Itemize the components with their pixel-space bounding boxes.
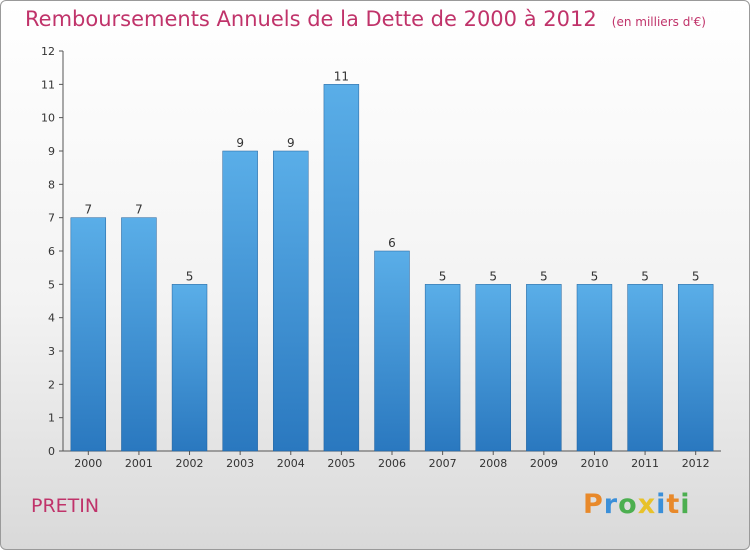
logo-letter: t	[666, 489, 681, 520]
bar	[576, 284, 613, 452]
bar-value-label: 5	[489, 269, 497, 283]
bar-value-label: 5	[186, 269, 194, 283]
bar-value-label: 7	[84, 203, 92, 217]
bar-value-label: 5	[591, 269, 599, 283]
title-row: Remboursements Annuels de la Dette de 20…	[25, 7, 706, 31]
bar	[374, 250, 410, 452]
bar	[627, 284, 663, 452]
y-tick-label: 10	[41, 112, 55, 125]
logo-letter: P	[583, 489, 604, 520]
bar-value-label: 5	[540, 269, 548, 283]
bar	[70, 217, 107, 452]
x-tick-label: 2009	[530, 457, 558, 470]
y-tick-label: 0	[48, 445, 55, 458]
bar-value-label: 9	[287, 136, 295, 150]
logo-letter: i	[680, 489, 691, 520]
bar	[273, 150, 309, 452]
bar-value-label: 9	[236, 136, 244, 150]
chart-title: Remboursements Annuels de la Dette de 20…	[25, 7, 597, 31]
x-tick-label: 2001	[125, 457, 153, 470]
bar	[171, 284, 208, 452]
logo-letter: o	[618, 489, 638, 520]
proxiti-logo: Proxiti	[583, 489, 691, 520]
logo-letter: r	[603, 489, 619, 520]
y-tick-label: 12	[41, 45, 55, 58]
bar	[677, 284, 714, 452]
bar	[475, 284, 511, 452]
bar	[121, 217, 157, 452]
logo-letter: x	[637, 489, 657, 520]
bar-value-label: 5	[439, 269, 447, 283]
y-tick-label: 2	[48, 378, 55, 391]
bar-value-label: 5	[692, 269, 700, 283]
x-tick-label: 2006	[378, 457, 406, 470]
y-tick-label: 1	[48, 412, 55, 425]
bar	[222, 150, 258, 452]
y-tick-label: 11	[41, 78, 55, 91]
x-tick-label: 2007	[429, 457, 457, 470]
x-tick-label: 2012	[682, 457, 710, 470]
bar-value-label: 6	[388, 236, 396, 250]
y-tick-label: 7	[48, 212, 55, 225]
bar-value-label: 5	[641, 269, 649, 283]
bar	[424, 284, 461, 452]
y-tick-label: 3	[48, 345, 55, 358]
commune-name: PRETIN	[31, 495, 100, 517]
x-tick-label: 2003	[226, 457, 254, 470]
y-tick-label: 4	[48, 312, 55, 325]
y-tick-label: 6	[48, 245, 55, 258]
y-tick-label: 8	[48, 178, 55, 191]
logo-letter: i	[656, 489, 667, 520]
x-tick-label: 2002	[176, 457, 204, 470]
chart-subtitle: (en milliers d'€)	[611, 15, 706, 29]
bar	[323, 84, 360, 452]
x-tick-label: 2000	[74, 457, 102, 470]
x-tick-label: 2010	[580, 457, 608, 470]
x-tick-label: 2011	[631, 457, 659, 470]
x-tick-label: 2004	[277, 457, 305, 470]
y-tick-label: 5	[48, 278, 55, 291]
y-tick-label: 9	[48, 145, 55, 158]
bar-value-label: 7	[135, 203, 143, 217]
x-tick-label: 2005	[327, 457, 355, 470]
bar	[526, 284, 562, 452]
bar-value-label: 11	[334, 69, 349, 83]
x-tick-label: 2008	[479, 457, 507, 470]
